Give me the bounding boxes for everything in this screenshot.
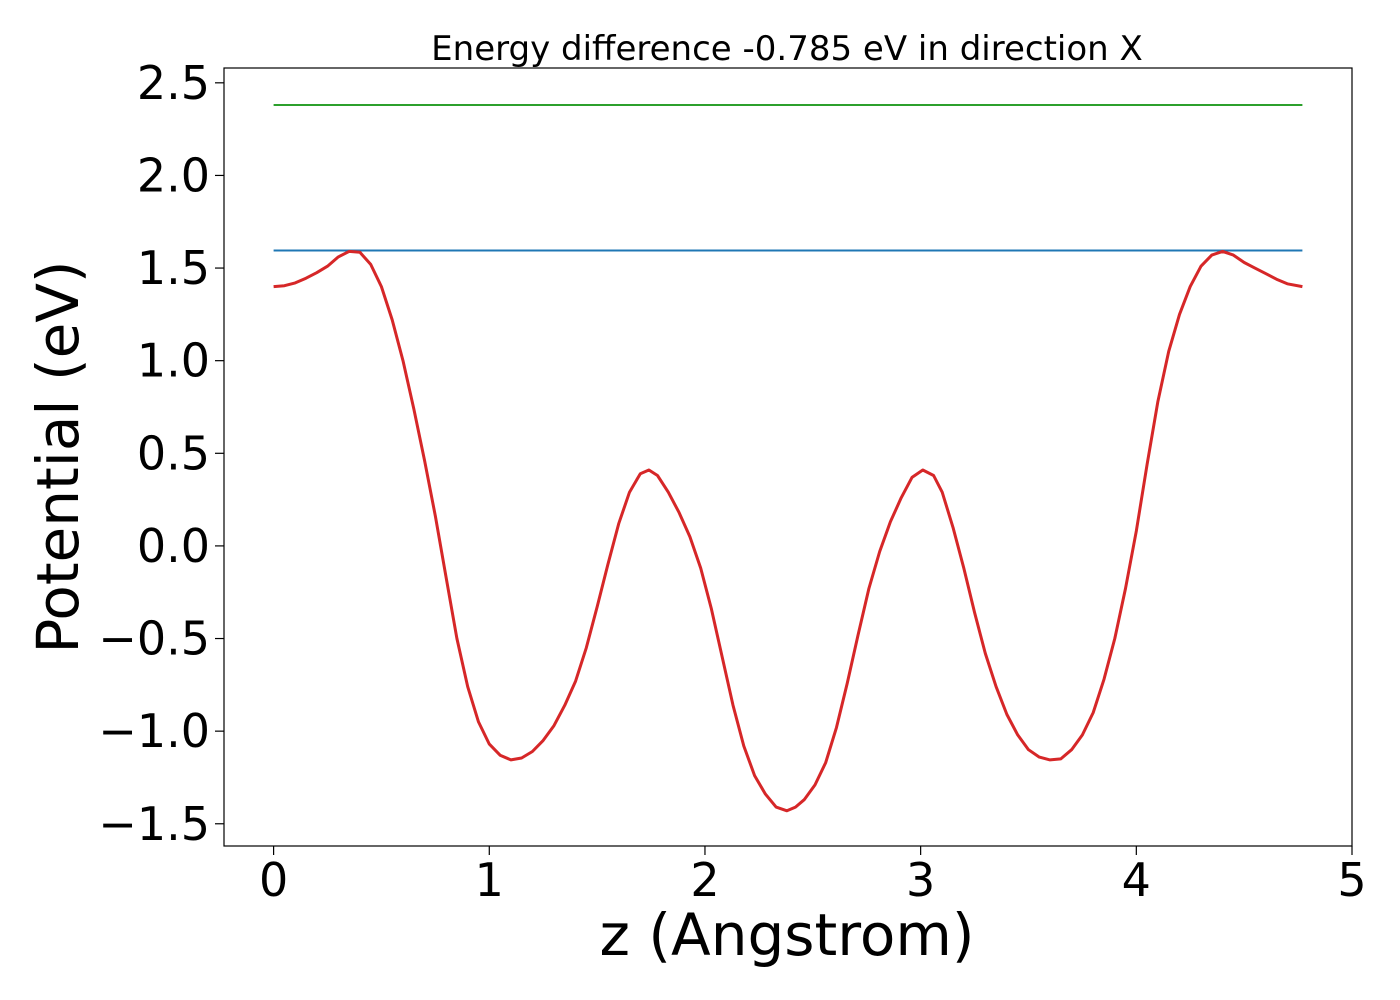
y-tick-label: −1.0 [98, 704, 210, 758]
y-tick-label: 1.0 [137, 334, 210, 388]
y-tick-label: 0.0 [137, 519, 210, 573]
x-tick-label: 0 [259, 853, 288, 907]
y-tick-label: 1.5 [137, 241, 210, 295]
x-tick-label: 1 [475, 853, 504, 907]
x-tick-label: 3 [906, 853, 935, 907]
chart-title: Energy difference -0.785 eV in direction… [431, 29, 1143, 69]
y-tick-label: −1.5 [98, 797, 210, 851]
axes-frame [223, 67, 1353, 847]
x-tick-label: 5 [1337, 853, 1366, 907]
y-tick-label: 2.5 [137, 56, 210, 110]
x-tick-label: 2 [690, 853, 719, 907]
x-axis-label: z (Angstrom) [600, 901, 975, 969]
x-tick-label: 4 [1122, 853, 1151, 907]
y-tick-label: −0.5 [98, 612, 210, 666]
y-tick-label: 0.5 [137, 426, 210, 480]
y-tick-label: 2.0 [137, 148, 210, 202]
series-line-2 [273, 249, 1303, 813]
y-axis-label: Potential (eV) [24, 260, 92, 653]
plot-area: 0 1 2 3 4 5 −1.5 −1.0 −0.5 0.0 0.5 1.0 1.5 2.0 2.5 [98, 56, 1366, 907]
